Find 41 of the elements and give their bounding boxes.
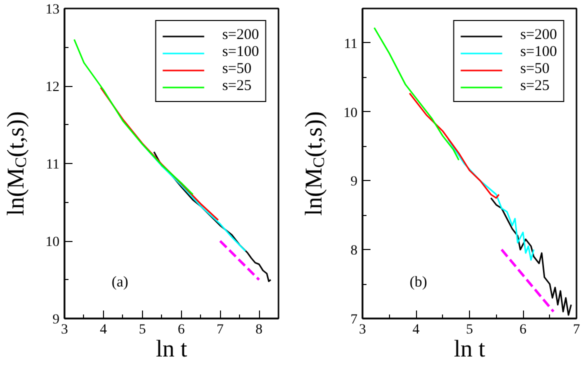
legend-label: s=50 bbox=[222, 61, 252, 78]
legend-label: s=25 bbox=[222, 78, 252, 95]
x-tick-label: 5 bbox=[466, 322, 473, 338]
y-axis-title: ln(MC(t,s)) bbox=[302, 111, 328, 216]
y-tick-label: 11 bbox=[46, 158, 60, 172]
y-tick-label: 13 bbox=[46, 2, 60, 18]
y-tick-label: 9 bbox=[52, 312, 60, 328]
x-tick-label: 3 bbox=[359, 322, 366, 338]
annotation: (b) bbox=[410, 274, 428, 291]
x-tick-label: 3 bbox=[61, 322, 68, 338]
x-tick-label: 4 bbox=[412, 322, 420, 338]
legend-label: s=25 bbox=[520, 78, 550, 95]
annotation: (a) bbox=[112, 274, 128, 291]
line-series bbox=[73, 38, 194, 196]
x-axis-title: ln t bbox=[454, 336, 486, 362]
y-tick-label: 11 bbox=[344, 36, 358, 52]
x-tick-label: 6 bbox=[178, 322, 185, 338]
line-series bbox=[408, 92, 500, 199]
line-series bbox=[100, 86, 219, 221]
x-tick-label: 5 bbox=[138, 322, 146, 338]
y-tick-label: 7 bbox=[350, 312, 358, 328]
x-tick-label: 4 bbox=[100, 322, 107, 338]
x-tick-label: 7 bbox=[573, 322, 580, 338]
line-series bbox=[490, 197, 572, 316]
y-tick-label: 10 bbox=[344, 106, 358, 121]
x-tick-label: 7 bbox=[216, 322, 224, 338]
y-tick-label: 12 bbox=[46, 80, 60, 95]
legend-label: s=100 bbox=[520, 44, 557, 61]
x-tick-label: 8 bbox=[256, 322, 263, 338]
line-series bbox=[374, 27, 460, 161]
line-series bbox=[447, 138, 534, 261]
legend-label: s=200 bbox=[520, 27, 557, 44]
x-axis-title: ln t bbox=[156, 336, 188, 362]
y-tick-label: 9 bbox=[350, 174, 358, 190]
legend-label: s=200 bbox=[222, 27, 259, 44]
x-tick-label: 6 bbox=[520, 322, 526, 338]
legend-label: s=50 bbox=[520, 61, 550, 78]
y-tick-label: 8 bbox=[350, 244, 358, 259]
y-tick-label: 10 bbox=[46, 235, 60, 250]
legend-label: s=100 bbox=[222, 44, 259, 61]
y-axis-title: ln(MC(t,s)) bbox=[4, 111, 30, 216]
